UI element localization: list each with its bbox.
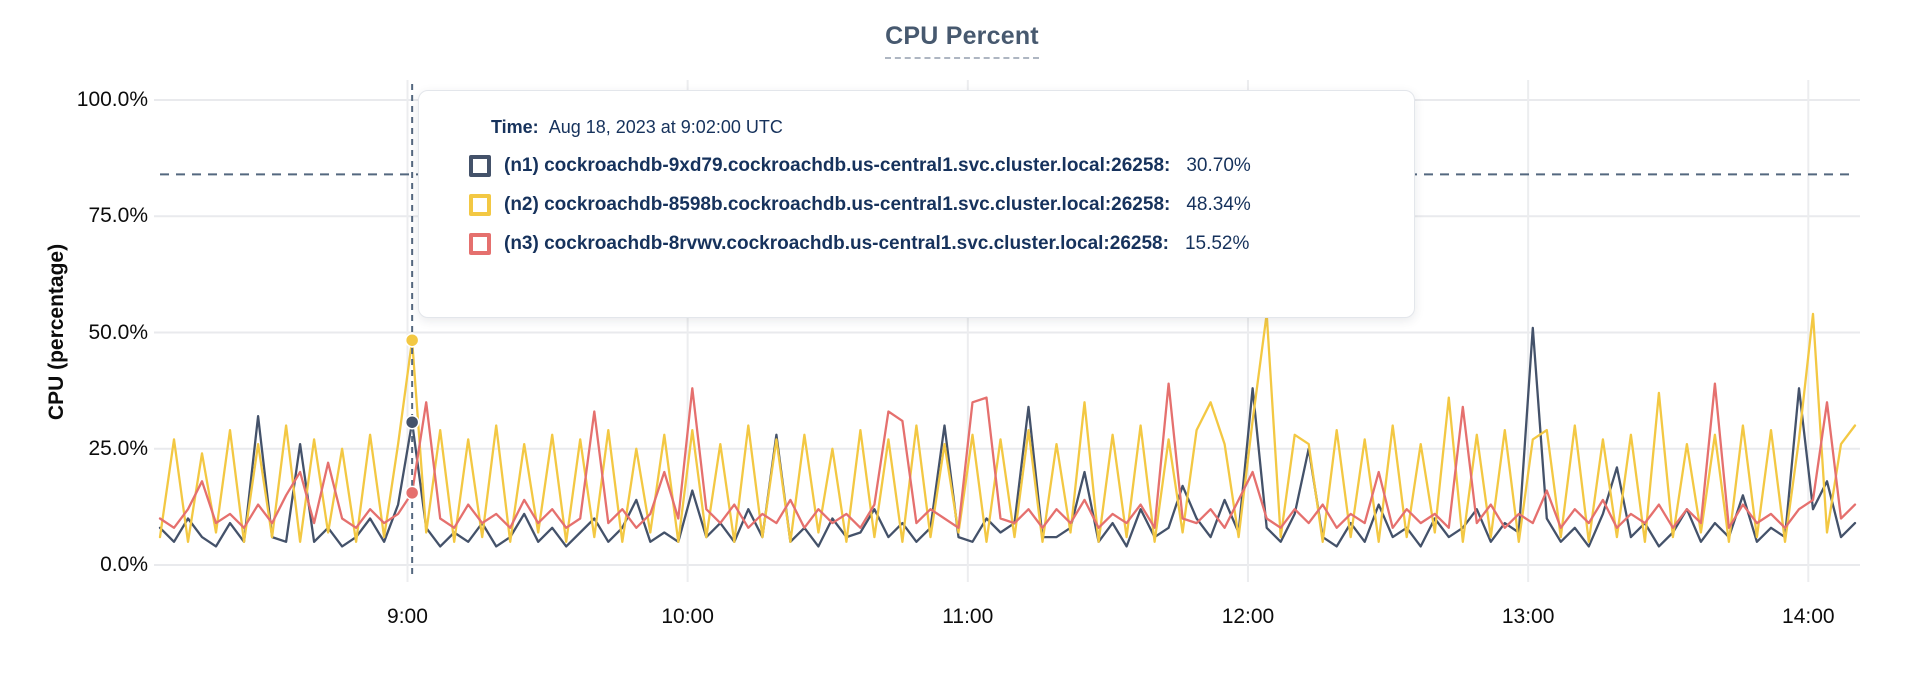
x-axis-tick-label: 9:00: [387, 605, 428, 628]
series-n1-swatch-icon: [469, 155, 491, 177]
y-axis-tick-label: 50.0%: [88, 320, 148, 344]
series-n2-swatch-icon: [469, 194, 491, 216]
series-n3-value: 15.52%: [1184, 233, 1250, 254]
y-axis-tick-label: 25.0%: [88, 436, 148, 460]
x-axis-tick-label: 11:00: [942, 605, 994, 628]
y-axis-tick-label: 75.0%: [88, 204, 148, 228]
chart-title-row: CPU Percent: [0, 22, 1924, 59]
tooltip-time-value: Aug 18, 2023 at 9:02:00 UTC: [548, 117, 783, 137]
tooltip-series-row-n2: (n2) cockroachdb-8598b.cockroachdb.us-ce…: [469, 194, 1386, 216]
tooltip-time-label: Time:: [491, 117, 539, 137]
series-n1-label: (n1) cockroachdb-9xd79.cockroachdb.us-ce…: [504, 155, 1171, 176]
x-axis-tick-label: 10:00: [661, 605, 714, 628]
series-n3-swatch-icon: [469, 233, 491, 255]
series-n3-label: (n3) cockroachdb-8rvwv.cockroachdb.us-ce…: [504, 233, 1169, 254]
y-axis-tick-label: 100.0%: [76, 88, 148, 111]
series-n2-value: 48.34%: [1186, 194, 1251, 215]
series-n1-value: 30.70%: [1186, 155, 1251, 176]
x-axis-tick-label: 12:00: [1221, 605, 1275, 628]
x-axis-tick-label: 13:00: [1501, 605, 1555, 628]
tooltip-series-row-n3: (n3) cockroachdb-8rvwv.cockroachdb.us-ce…: [469, 233, 1386, 255]
chart-tooltip: Time: Aug 18, 2023 at 9:02:00 UTC (n1) co…: [418, 90, 1415, 318]
page-title[interactable]: CPU Percent: [885, 22, 1039, 59]
y-axis-tick-label: 0.0%: [100, 553, 148, 576]
tooltip-series-row-n1: (n1) cockroachdb-9xd79.cockroachdb.us-ce…: [469, 155, 1386, 177]
tooltip-time-row: Time: Aug 18, 2023 at 9:02:00 UTC: [491, 117, 1386, 138]
x-axis-tick-label: 14:00: [1782, 605, 1835, 628]
series-n2-label: (n2) cockroachdb-8598b.cockroachdb.us-ce…: [504, 194, 1171, 215]
